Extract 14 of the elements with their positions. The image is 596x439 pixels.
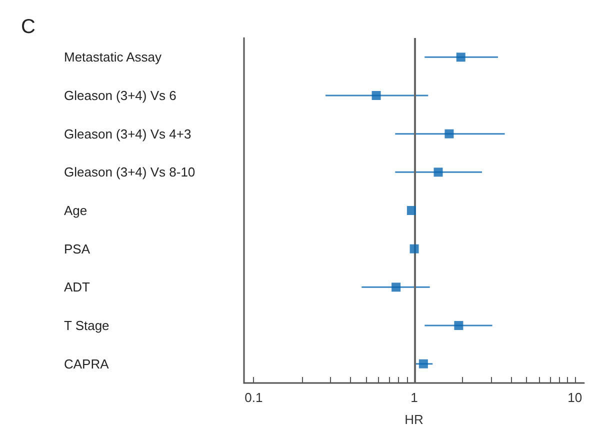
y-tick-label: Gleason (3+4) Vs 8-10 xyxy=(64,164,196,180)
y-tick-label: PSA xyxy=(64,241,90,256)
y-tick-label: T Stage xyxy=(64,318,110,333)
x-axis-title: HR xyxy=(404,412,424,427)
x-tick-label: 10 xyxy=(568,390,582,405)
x-tick-label: 1 xyxy=(410,390,418,405)
y-tick-label: Gleason (3+4) Vs 4+3 xyxy=(64,126,192,142)
text: C xyxy=(21,16,36,38)
y-tick-label: Gleason (3+4) Vs 6 xyxy=(64,88,176,103)
y-tick-label: ADT xyxy=(64,280,90,295)
y-tick-label: Metastatic Assay xyxy=(64,50,162,65)
y-tick-label: Age xyxy=(64,203,88,218)
x-tick-label: 0.1 xyxy=(244,390,263,405)
y-tick-label: CAPRA xyxy=(64,356,110,372)
